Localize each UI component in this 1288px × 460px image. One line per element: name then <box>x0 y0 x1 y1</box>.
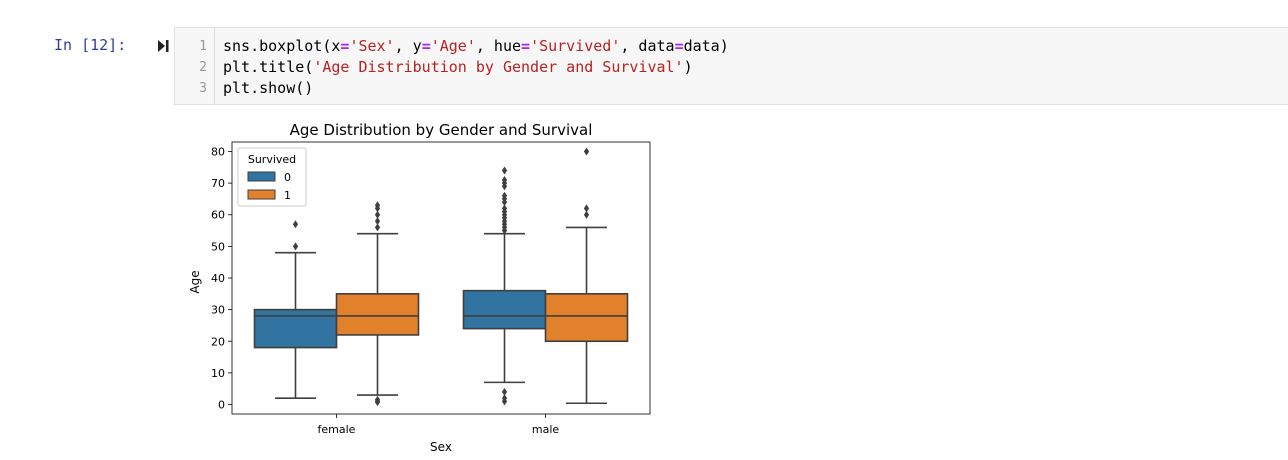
legend-label: 0 <box>284 171 291 184</box>
outlier-point <box>292 242 299 251</box>
string-token: 'Age Distribution by Gender and Survival… <box>313 58 684 76</box>
outlier-point <box>374 223 381 232</box>
x-tick-label: male <box>532 423 560 436</box>
x-tick-label: female <box>318 423 356 436</box>
plot-frame <box>231 141 651 415</box>
y-tick-label: 30 <box>211 304 225 317</box>
line-number: 3 <box>199 81 207 96</box>
run-cell-button[interactable] <box>155 37 171 55</box>
y-tick-label: 40 <box>211 272 225 285</box>
cell-prompt: In [12]: <box>54 36 127 54</box>
cell-output: Age Distribution by Gender and Survival … <box>180 112 660 456</box>
code-line[interactable]: 3 plt.show() <box>175 78 1288 99</box>
y-tick-label: 0 <box>218 399 225 412</box>
y-tick-label: 80 <box>211 145 225 158</box>
outlier-point <box>501 175 508 184</box>
string-token: 'Survived' <box>530 37 621 55</box>
y-tick-label: 20 <box>211 335 225 348</box>
outlier-point <box>374 395 381 404</box>
box-female-1 <box>335 293 420 336</box>
legend-title: Survived <box>248 153 296 166</box>
y-tick-label: 60 <box>211 209 225 222</box>
code-token: plt.show() <box>223 79 314 97</box>
outlier-point <box>501 204 508 213</box>
code-token: sns.boxplot(x <box>223 37 341 55</box>
outlier-point <box>292 220 299 229</box>
box-male-1 <box>544 293 629 343</box>
code-token: , y <box>394 37 422 55</box>
code-line[interactable]: 1 sns.boxplot(x='Sex', y='Age', hue='Surv… <box>175 36 1288 57</box>
line-number-gutter <box>175 28 215 104</box>
code-token: data) <box>683 37 729 55</box>
line-number: 1 <box>199 39 207 54</box>
code-cell[interactable]: 1 sns.boxplot(x='Sex', y='Age', hue='Surv… <box>174 27 1288 105</box>
code-line[interactable]: 2 plt.title('Age Distribution by Gender a… <box>175 57 1288 78</box>
code-token: , hue <box>475 37 522 55</box>
operator-token: = <box>340 37 350 55</box>
outlier-point <box>374 210 381 219</box>
outlier-point <box>583 204 590 213</box>
legend-swatch <box>247 189 276 200</box>
code-token: , data <box>620 37 675 55</box>
outlier-point <box>501 166 508 175</box>
y-tick-label: 50 <box>211 240 225 253</box>
legend-label: 1 <box>284 189 291 202</box>
outlier-point <box>374 201 381 210</box>
outlier-point <box>501 394 508 403</box>
string-token: 'Age' <box>430 37 476 55</box>
legend-swatch <box>247 171 276 182</box>
line-number: 2 <box>199 60 207 75</box>
y-axis-label: Age <box>188 270 202 293</box>
code-token: plt.title( <box>223 58 314 76</box>
x-axis-label: Sex <box>430 440 452 454</box>
outlier-point <box>583 210 590 219</box>
chart-legend: Survived 0 1 <box>237 147 307 207</box>
outlier-point <box>374 217 381 226</box>
run-icon <box>158 40 169 52</box>
string-token: 'Sex' <box>349 37 395 55</box>
operator-token: = <box>521 37 531 55</box>
outlier-point <box>501 387 508 396</box>
code-text: sns.boxplot(x='Sex', y='Age', hue='Survi… <box>223 36 729 57</box>
boxplot-chart: Age Distribution by Gender and Survival … <box>188 121 651 454</box>
chart-title: Age Distribution by Gender and Survival <box>290 121 593 139</box>
outlier-point <box>583 147 590 156</box>
operator-token: = <box>674 37 684 55</box>
code-text: plt.show() <box>223 78 313 99</box>
outlier-point <box>501 191 508 200</box>
operator-token: = <box>421 37 431 55</box>
y-tick-label: 70 <box>211 177 225 190</box>
y-tick-label: 10 <box>211 367 225 380</box>
code-token: ) <box>683 58 693 76</box>
code-text: plt.title('Age Distribution by Gender an… <box>223 57 693 78</box>
box-male-0 <box>462 289 547 330</box>
